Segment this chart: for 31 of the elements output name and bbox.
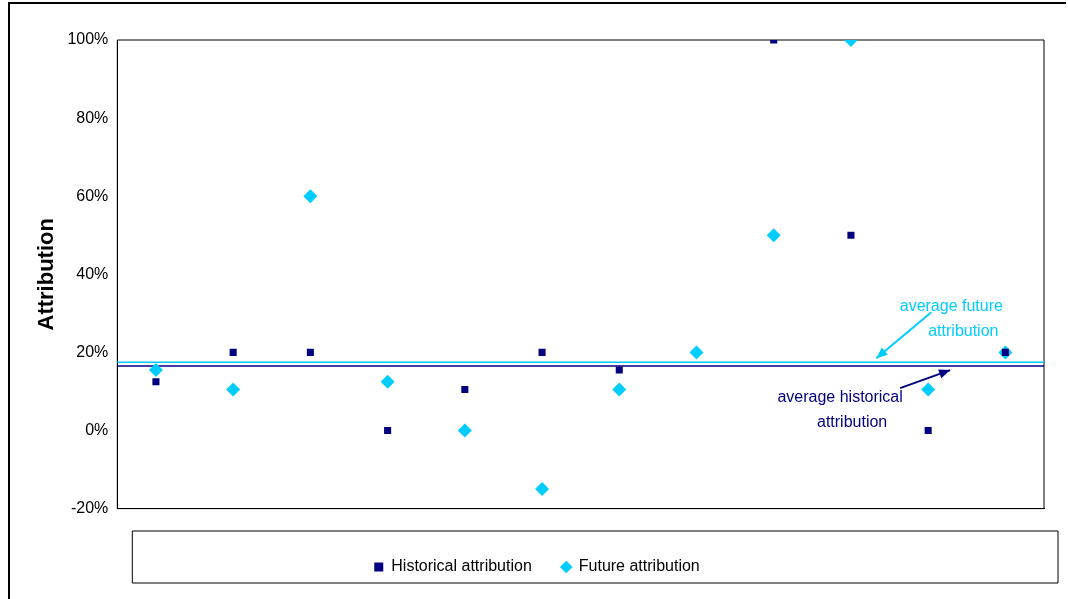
point [457, 423, 472, 438]
point [689, 345, 704, 360]
y-tick-label: 0% [85, 420, 109, 438]
point [229, 348, 237, 356]
y-tick-label: 80% [76, 108, 109, 126]
point [152, 378, 160, 386]
point [766, 228, 781, 243]
point [306, 348, 314, 356]
point [612, 382, 627, 397]
y-tick-label: -20% [70, 499, 109, 517]
point [303, 189, 318, 204]
y-tick-label: 60% [76, 186, 109, 204]
y-axis-title: Attribution [33, 218, 59, 331]
point [461, 385, 469, 394]
point [921, 382, 936, 397]
y-tick-label: 20% [76, 342, 109, 360]
point [535, 482, 550, 497]
legend-label: Historical attribution [391, 557, 532, 575]
point [148, 362, 163, 377]
point [847, 231, 855, 239]
y-tick-label: 40% [76, 264, 109, 282]
point [226, 382, 241, 397]
y-tick-label: 100% [67, 30, 109, 48]
legend-label: Future attribution [578, 557, 700, 575]
point [924, 426, 932, 435]
point [384, 426, 392, 435]
ref-line-label: average historical attribution [777, 388, 903, 431]
point [380, 374, 395, 389]
point [538, 348, 546, 356]
ref-line-label: average future attribution [899, 296, 1004, 339]
point [615, 366, 623, 374]
